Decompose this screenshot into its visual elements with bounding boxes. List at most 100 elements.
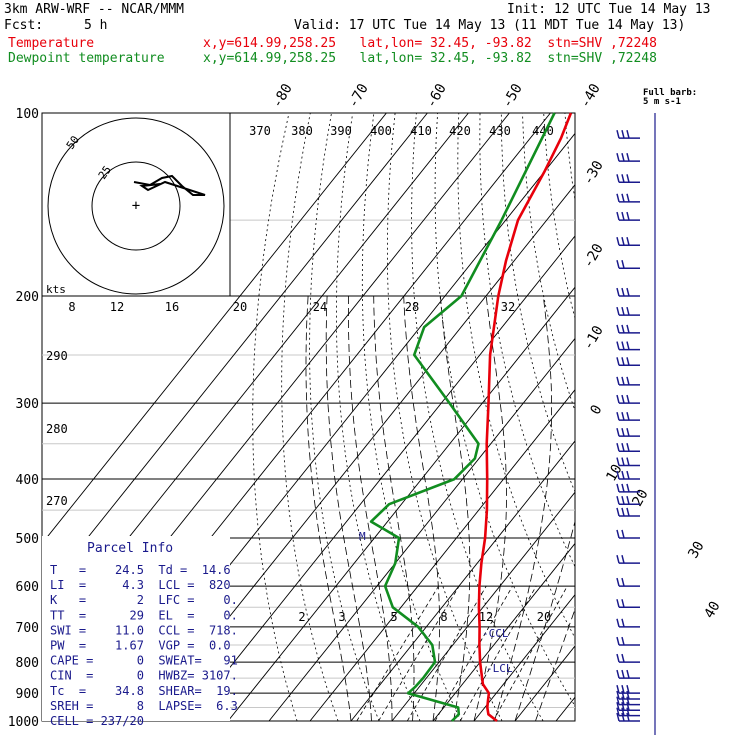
mixing-top-label: 32: [501, 300, 515, 314]
pressure-label: 100: [16, 107, 39, 122]
hodograph-units: kts: [46, 283, 66, 296]
dewpoint-line: [369, 112, 556, 722]
hodograph-ring-label: 25: [96, 163, 114, 181]
mixing-bottom-label: 5: [390, 610, 397, 624]
dry-adiabat: [714, 113, 740, 721]
temperature-line: [477, 112, 573, 723]
pressure-label: 400: [16, 473, 39, 488]
isotherm-line: [227, 286, 575, 721]
parcel-info-panel: Parcel Info T = 24.5 Td = 14.6LI = 4.3 LC…: [42, 536, 238, 728]
wind-barb: [616, 457, 640, 467]
wind-barb: [616, 193, 640, 203]
parcel-row: CIN = 0 HWBZ= 3107.: [50, 669, 238, 683]
mixing-top-label: 20: [233, 300, 247, 314]
dry-adiabat: [564, 113, 575, 203]
wind-barb: [616, 306, 640, 316]
moist-adiabat: [325, 295, 372, 721]
isotherm-label: -40: [577, 81, 604, 111]
isotherm-line: [473, 594, 575, 721]
moist-adiabat: [348, 295, 393, 721]
pressure-label: 800: [16, 656, 39, 671]
isotherm-line: [432, 542, 575, 721]
wind-barb: [616, 427, 640, 437]
isotherm-label: -30: [580, 158, 607, 188]
theta-label: 420: [449, 124, 471, 138]
pressure-label: 1000: [8, 715, 39, 730]
mixing-bottom-label: 20: [537, 610, 551, 624]
moist-adiabat: [514, 520, 575, 721]
mixing-bottom-label: 8: [440, 610, 447, 624]
mixing-ratio-line: [459, 585, 537, 721]
hodograph: +50 25 kts: [41, 112, 231, 297]
wind-barb: [616, 394, 640, 404]
dry-adiabat: [650, 113, 740, 721]
mixing-top-label: 8: [68, 300, 75, 314]
mixing-ratio-line: [356, 585, 439, 721]
isotherm-label: 20: [629, 487, 651, 510]
mixing-ratio-line: [406, 585, 487, 721]
wind-barb: [616, 653, 640, 663]
isotherm-label: 40: [701, 599, 723, 622]
dry-adiabat: [500, 113, 575, 493]
isotherm-label: -60: [423, 81, 450, 111]
theta-left-label: 290: [46, 349, 68, 363]
theta-label: 410: [410, 124, 432, 138]
hodograph-ring: [91, 161, 181, 251]
mixing-bottom-label: 2: [298, 610, 305, 624]
isotherm-label: 30: [685, 539, 707, 562]
dry-adiabat: [543, 113, 575, 320]
dry-adiabat: [586, 113, 740, 721]
moist-adiabat: [440, 295, 471, 721]
wind-barb: [616, 357, 640, 367]
dewpoint-legend-label: Dewpoint temperature: [8, 51, 165, 66]
isotherm-label: -10: [580, 323, 607, 353]
parcel-row: SREH = 8 LAPSE= 6.3: [50, 699, 238, 713]
dry-adiabat: [671, 113, 740, 721]
wind-barb: [616, 599, 640, 609]
wind-barb: [616, 174, 640, 184]
dry-adiabat: [386, 113, 503, 721]
isotherm-label: -20: [580, 241, 607, 271]
mixing-bottom-label: 3: [338, 610, 345, 624]
dry-adiabat: [692, 113, 740, 721]
dry-adiabat: [335, 113, 421, 721]
wind-barb: [616, 712, 640, 722]
hodograph-ring-label: 50: [64, 133, 82, 151]
barb-note-2: 5 m s-1: [643, 97, 681, 107]
wind-barb: [616, 211, 640, 221]
init-time: Init: 12 UTC Tue 14 May 13: [507, 2, 711, 17]
moist-adiabat: [305, 295, 352, 721]
wind-barb: [616, 237, 640, 246]
isotherm-label: 0: [587, 402, 605, 417]
isotherm-line: [42, 113, 428, 596]
mixing-top-label: 16: [165, 300, 179, 314]
moist-adiabat-lines: [305, 295, 575, 721]
mixing-top-label: 28: [405, 300, 419, 314]
moist-adiabat: [535, 608, 575, 721]
isotherm-line: [309, 389, 575, 721]
parcel-row: Tc = 34.8 SHEAR= 19.: [50, 684, 238, 698]
wind-barb: [616, 470, 640, 480]
dry-adiabat: [252, 113, 298, 721]
pressure-label: 500: [16, 532, 39, 547]
pressure-label: 700: [16, 621, 39, 636]
wind-barb: [616, 529, 640, 539]
wind-barb: [616, 669, 640, 679]
isotherm-line: [391, 491, 575, 721]
wind-barb: [616, 684, 640, 694]
dry-adiabat-lines: [252, 113, 740, 721]
theta-label: 430: [489, 124, 511, 138]
dewpoint-location-info: x,y=614.99,258.25 lat,lon= 32.45, -93.82…: [203, 51, 657, 66]
wind-barb-column: [616, 113, 656, 735]
theta-label: 400: [370, 124, 392, 138]
isotherm-line: [186, 235, 575, 721]
parcel-row: CELL = 237/20: [50, 714, 144, 728]
pressure-label: 200: [16, 290, 39, 305]
mixing-ratio-line: [493, 585, 568, 721]
theta-left-label: 280: [46, 422, 68, 436]
moist-adiabat: [373, 295, 415, 721]
parcel-title: Parcel Info: [87, 541, 173, 556]
mixing-ratio-line: [378, 585, 460, 721]
wind-barb: [616, 636, 640, 646]
parcel-row: LI = 4.3 LCL = 820: [50, 578, 231, 592]
